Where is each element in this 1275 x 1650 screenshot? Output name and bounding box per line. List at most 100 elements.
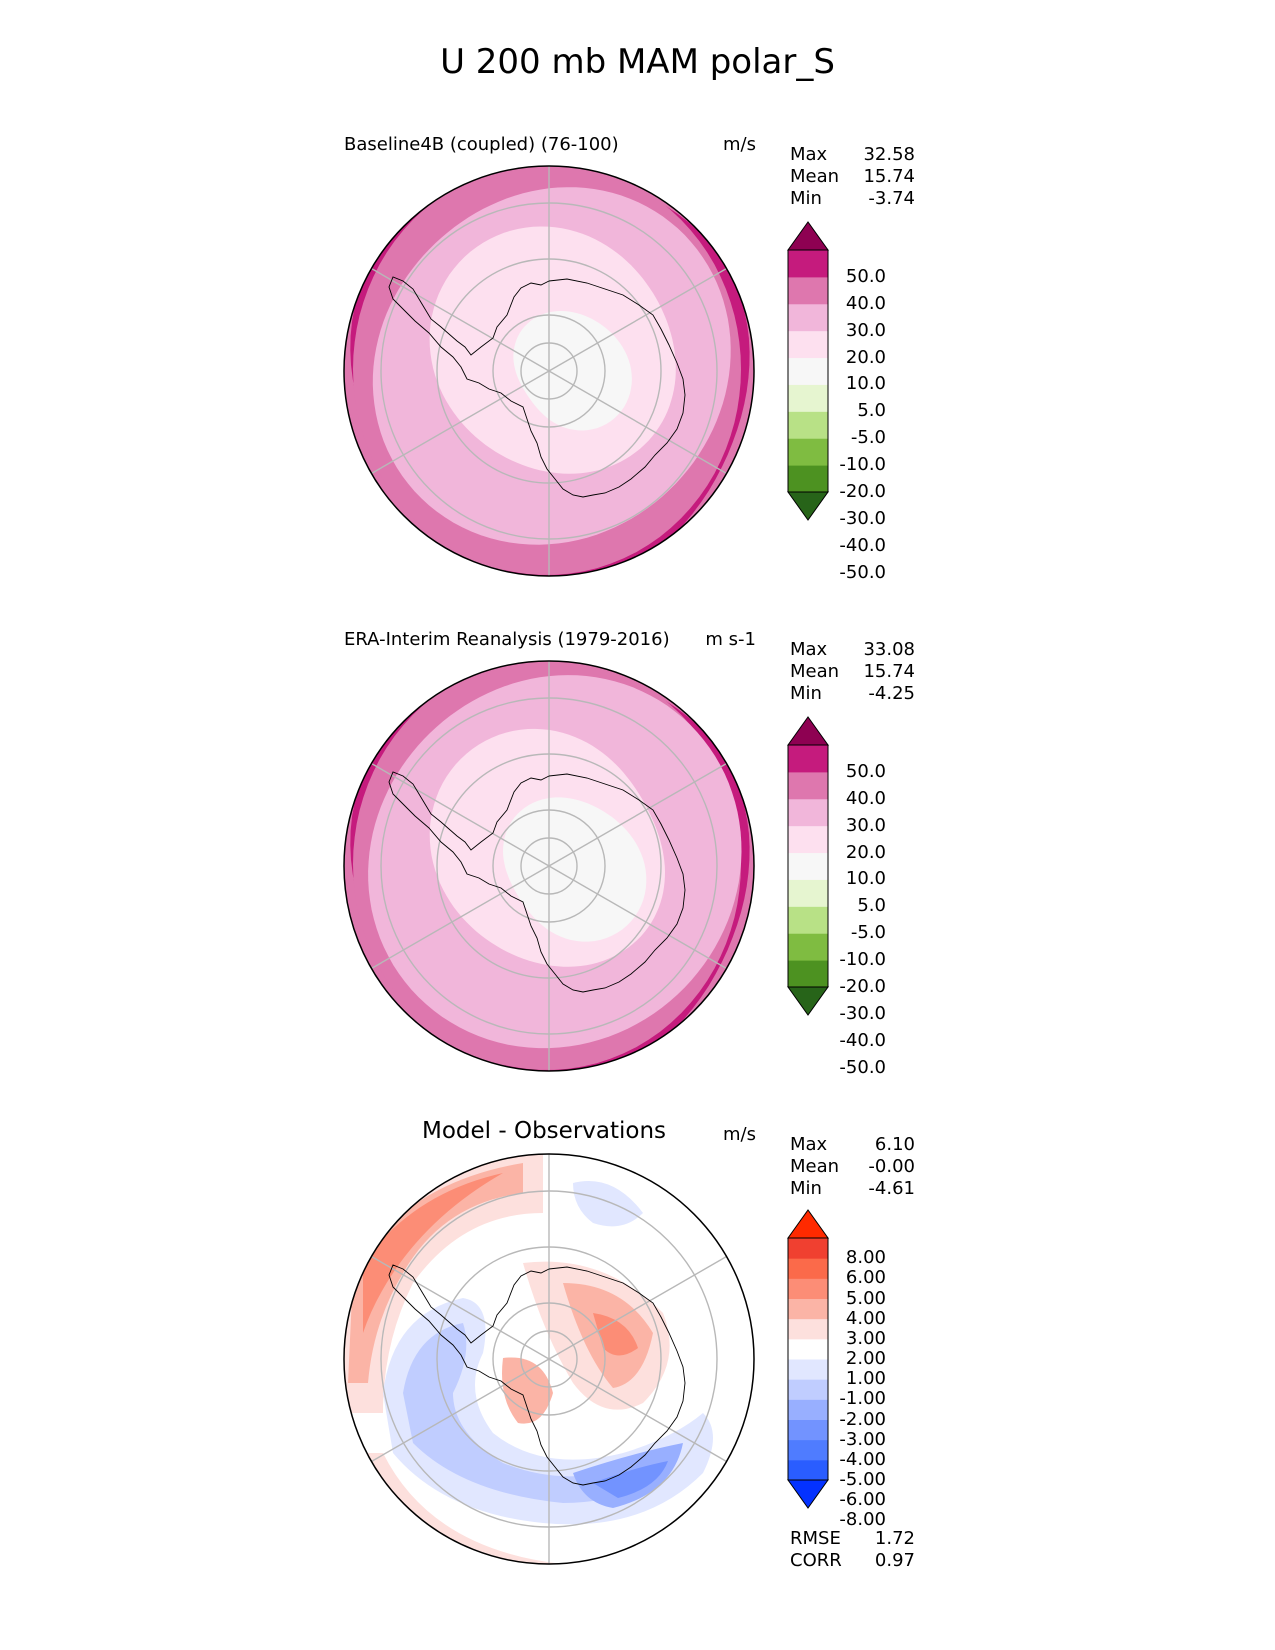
rmse-label: RMSE	[790, 1528, 841, 1549]
panel-3-mean-label: Mean	[790, 1156, 840, 1177]
panel-2-colorbar-tick-label: 30.0	[845, 814, 886, 836]
panel-2-colorbar-tick-label: 20.0	[845, 841, 886, 863]
panel-3-colorbar-segment	[788, 1278, 828, 1299]
panel-3-colorbar-tick-label: 6.00	[845, 1267, 886, 1289]
panel-1-title: Baseline4B (coupled) (76-100)	[344, 134, 619, 155]
panel-3-colorbar-segment	[788, 1298, 828, 1320]
panel-1-mean-value: 15.74	[863, 166, 915, 187]
panel-2-colorbar-tick-label: -40.0	[839, 1029, 886, 1051]
panel-3-meridian	[548, 1358, 727, 1463]
panel-1-colorbar-tick-label: -20.0	[839, 481, 886, 502]
panel-2-meridian	[371, 865, 550, 970]
panel-2-colorbar-top-extend	[787, 716, 829, 746]
panel-1-colorbar-tick-label: -30.0	[839, 507, 886, 529]
panel-2-max-label: Max	[790, 639, 828, 660]
panel-3-colorbar-tick-label: -6.00	[839, 1489, 886, 1511]
panel-3-colorbar-tick-label: 3.00	[845, 1327, 886, 1349]
main-title: U 200 mb MAM polar_S	[440, 42, 835, 82]
panel-1-colorbar-segment	[788, 330, 828, 359]
panel-2-colorbar	[787, 716, 829, 1016]
panel-1-colorbar-segment	[788, 438, 828, 466]
panel-2-units: m s-1	[705, 629, 756, 650]
panel-1-colorbar-tick-label: 20.0	[845, 346, 886, 368]
panel-1-colorbar	[787, 221, 829, 521]
panel-2-colorbar-tick-label: -50.0	[839, 1056, 886, 1078]
panel-3-pos-s	[363, 1453, 573, 1564]
panel-2-mean-value: 15.74	[863, 661, 915, 682]
panel-2-colorbar-segment	[788, 825, 828, 854]
corr-label: CORR	[790, 1550, 842, 1571]
panel-3-colorbar-top-extend	[787, 1209, 829, 1239]
panel-2-colorbar-frame	[787, 744, 829, 988]
panel-1-meridian	[371, 370, 550, 475]
panel-1-colorbar-tick-label: 5.0	[857, 400, 886, 422]
panel-3-colorbar-segment	[788, 1459, 828, 1481]
panel-1-colorbar-tick-label: 30.0	[845, 319, 886, 341]
panel-3-colorbar-tick-label: -1.00	[839, 1388, 886, 1410]
panel-1-max-label: Max	[790, 144, 828, 165]
panel-2-colorbar-tick-label: 50.0	[845, 760, 886, 782]
panel-1-max-value: 32.58	[863, 144, 915, 165]
panel-1-colorbar-tick-label: -5.0	[850, 427, 886, 449]
panel-1-colorbar-tick-label: -50.0	[839, 561, 886, 583]
panel-3-pos-e-3	[593, 1313, 638, 1356]
panel-3-colorbar-segment	[788, 1399, 828, 1420]
panel-2-field	[344, 661, 754, 1071]
panel-1-colorbar-tick-label: -40.0	[839, 534, 886, 556]
panel-2-meridian	[548, 865, 727, 970]
panel-3-colorbar-segment	[788, 1439, 828, 1461]
panel-2-colorbar-segment	[788, 798, 828, 827]
panel-3-colorbar-tick-label: -4.00	[839, 1448, 886, 1470]
panel-3-colorbar-tick-label: 1.00	[845, 1368, 886, 1390]
panel-1-border	[343, 165, 755, 577]
panel-1-min-value: -3.74	[868, 188, 915, 209]
panel-3-colorbar-tick-label: -5.00	[839, 1469, 886, 1490]
panel-2-meridian	[548, 762, 727, 867]
panel-3-colorbar-tick-label: -3.00	[839, 1428, 886, 1450]
panel-1-meridian	[371, 267, 550, 372]
panel-2-title: ERA-Interim Reanalysis (1979-2016)	[344, 629, 670, 650]
panel-1-colorbar-segment	[788, 465, 828, 493]
panel-3-units: m/s	[723, 1124, 756, 1145]
panel-3-border	[343, 1153, 755, 1565]
panel-3-colorbar	[787, 1209, 829, 1509]
panel-3-max-value: 6.10	[874, 1134, 915, 1155]
panel-2-colorbar-segment	[788, 906, 828, 934]
panel-2-colorbar-tick-label: 40.0	[845, 787, 886, 809]
panel-3-meridian	[548, 1255, 727, 1360]
panel-3-title: Model - Observations	[422, 1118, 667, 1144]
panel-3-colorbar-tick-label: 4.00	[845, 1307, 886, 1329]
panel-3-colorbar-segment	[788, 1338, 828, 1360]
panel-3-coastline	[388, 1264, 686, 1486]
panel-3-colorbar-tick-label: 5.00	[845, 1287, 886, 1309]
panel-1-colorbar-segment	[788, 357, 828, 385]
panel-3-polar-map	[343, 1153, 755, 1565]
panel-2-min-value: -4.25	[868, 683, 915, 704]
panel-2-colorbar-tick-label: 5.0	[857, 895, 886, 917]
rmse-value: 1.72	[874, 1528, 915, 1549]
panel-2-colorbar-segment	[788, 771, 828, 800]
panel-1-colorbar-bottom-extend	[787, 491, 829, 521]
panel-3-neg-se-2	[593, 1461, 668, 1498]
panel-2-mean-label: Mean	[790, 661, 840, 682]
panel-1-meridian	[548, 370, 727, 475]
panel-2-colorbar-tick-label: 10.0	[845, 868, 886, 890]
panel-2-colorbar-tick-label: -10.0	[839, 949, 886, 971]
panel-1-colorbar-tick-label: -10.0	[839, 454, 886, 476]
panel-3-colorbar-tick-label: 8.00	[845, 1247, 886, 1269]
panel-3-pos-center	[502, 1357, 553, 1424]
panel-1-colorbar-frame	[787, 249, 829, 493]
panel-3-colorbar-segment	[788, 1318, 828, 1340]
panel-2-colorbar-tick-label: -20.0	[839, 976, 886, 997]
panel-1-colorbar-tick-label: 10.0	[845, 373, 886, 395]
panel-2-meridian	[371, 762, 550, 867]
panel-3-colorbar-segment	[788, 1379, 828, 1400]
panel-3-colorbar-tick-label: -2.00	[839, 1408, 886, 1430]
panel-2-colorbar-tick-label: -5.0	[850, 922, 886, 944]
panel-3-min-label: Min	[790, 1178, 822, 1199]
panel-3-min-value: -4.61	[868, 1178, 915, 1199]
panel-3-colorbar-frame	[787, 1237, 829, 1481]
panel-2-colorbar-segment	[788, 879, 828, 907]
panel-2-colorbar-tick-label: -30.0	[839, 1002, 886, 1024]
panel-2-band-neg5-5	[503, 797, 647, 942]
